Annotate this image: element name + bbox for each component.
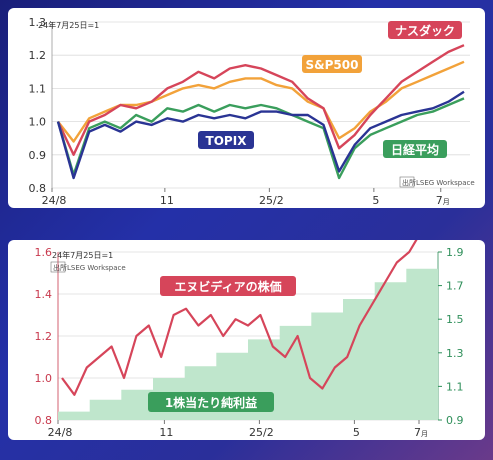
series-label-box — [148, 392, 274, 412]
y-tick-label: 1.0 — [29, 116, 47, 129]
x-tick-label: 11 — [159, 426, 173, 439]
left-y-tick-label: 1.2 — [35, 330, 53, 343]
source-badge-box — [50, 261, 66, 273]
right-y-tick-label: 1.1 — [446, 380, 464, 393]
series-labels: エヌビディアの株価 1株当たり純利益 — [148, 276, 296, 412]
y-tick-label: 0.8 — [29, 182, 47, 195]
left-y-tick-label: 0.8 — [35, 414, 53, 427]
right-y-tick-label: 1.7 — [446, 280, 464, 293]
nvidia-chart: 0.8 1.0 1.2 1.4 1.6 0.9 1.1 1.3 1.5 1.7 1.9 24/8 1… — [35, 240, 464, 439]
base-date-note: 24年7月25日=1 — [52, 250, 113, 260]
series-label-box — [388, 21, 462, 39]
right-y-tick-labels: 0.9 1.1 1.3 1.5 1.7 1.9 — [438, 246, 464, 427]
source-note: 出所 LSEG Workspace — [50, 261, 126, 273]
line-series-3 — [56, 90, 465, 180]
x-tick-label: 7月 — [436, 194, 450, 207]
index-comparison-chart: 0.8 0.9 1.0 1.1 1.2 1.3 24/8 11 25/2 5 7月 24年7月25… — [29, 16, 475, 207]
line-series-1 — [57, 60, 465, 143]
line-series-0 — [61, 240, 418, 396]
x-tick-label: 7月 — [414, 426, 428, 439]
left-y-tick-label: 1.0 — [35, 372, 53, 385]
left-y-tick-labels: 0.8 1.0 1.2 1.4 1.6 — [35, 246, 53, 427]
base-date-note: 24年7月25日=1 — [38, 20, 99, 30]
series-layer — [56, 44, 465, 180]
x-tick-label: 5 — [353, 426, 360, 439]
source-badge: 出所 — [402, 178, 416, 187]
series-labels: ナスダック S&P500 日経平均 TOPIX — [198, 21, 462, 158]
y-tick-label: 1.3 — [29, 16, 47, 29]
source-text: LSEG Workspace — [416, 179, 475, 187]
right-y-tick-label: 1.9 — [446, 246, 464, 259]
series-label: S&P500 — [306, 58, 359, 72]
x-tick-label: 11 — [160, 194, 174, 207]
x-tick-labels: 24/8 11 25/2 5 7月 — [48, 420, 428, 439]
x-tick-labels: 24/8 11 25/2 5 7月 — [42, 188, 450, 207]
left-y-tick-label: 1.4 — [35, 288, 53, 301]
series-label: TOPIX — [206, 134, 248, 148]
source-badge: 出所 — [53, 263, 67, 272]
grid — [51, 21, 470, 189]
line-series-2 — [56, 97, 465, 180]
top-chart-panel: 0.8 0.9 1.0 1.1 1.2 1.3 24/8 11 25/2 5 7月 24年7月25… — [8, 8, 485, 208]
right-y-tick-label: 1.5 — [446, 313, 464, 326]
y-tick-label: 0.9 — [29, 149, 47, 162]
eps-step-area — [58, 268, 438, 420]
x-tick-label: 25/2 — [259, 194, 284, 207]
right-y-tick-label: 0.9 — [446, 414, 464, 427]
x-tick-label: 5 — [372, 194, 379, 207]
y-tick-label: 1.1 — [29, 82, 47, 95]
series-label: エヌビディアの株価 — [174, 279, 281, 294]
y-tick-label: 1.2 — [29, 49, 47, 62]
y-tick-labels: 0.8 0.9 1.0 1.1 1.2 1.3 — [29, 16, 47, 195]
x-tick-label: 24/8 — [42, 194, 67, 207]
left-y-tick-label: 1.6 — [35, 246, 53, 259]
source-text: LSEG Workspace — [67, 264, 126, 272]
x-tick-label: 24/8 — [48, 426, 73, 439]
bottom-chart-panel: 0.8 1.0 1.2 1.4 1.6 0.9 1.1 1.3 1.5 1.7 1.9 24/8 1… — [8, 240, 485, 440]
series-label-box — [198, 131, 254, 149]
series-label-box — [302, 55, 362, 73]
line-series-0 — [56, 44, 465, 157]
series-layer — [61, 240, 418, 396]
source-badge-box — [399, 176, 415, 188]
x-tick-label: 25/2 — [249, 426, 274, 439]
right-y-tick-label: 1.3 — [446, 347, 464, 360]
series-label: ナスダック — [395, 23, 455, 38]
source-note: 出所 LSEG Workspace — [399, 176, 475, 188]
series-label: 1株当たり純利益 — [165, 395, 257, 410]
eps-area — [58, 268, 438, 420]
series-label-box — [383, 140, 447, 158]
series-label: 日経平均 — [391, 142, 439, 157]
series-label-box — [160, 276, 296, 296]
